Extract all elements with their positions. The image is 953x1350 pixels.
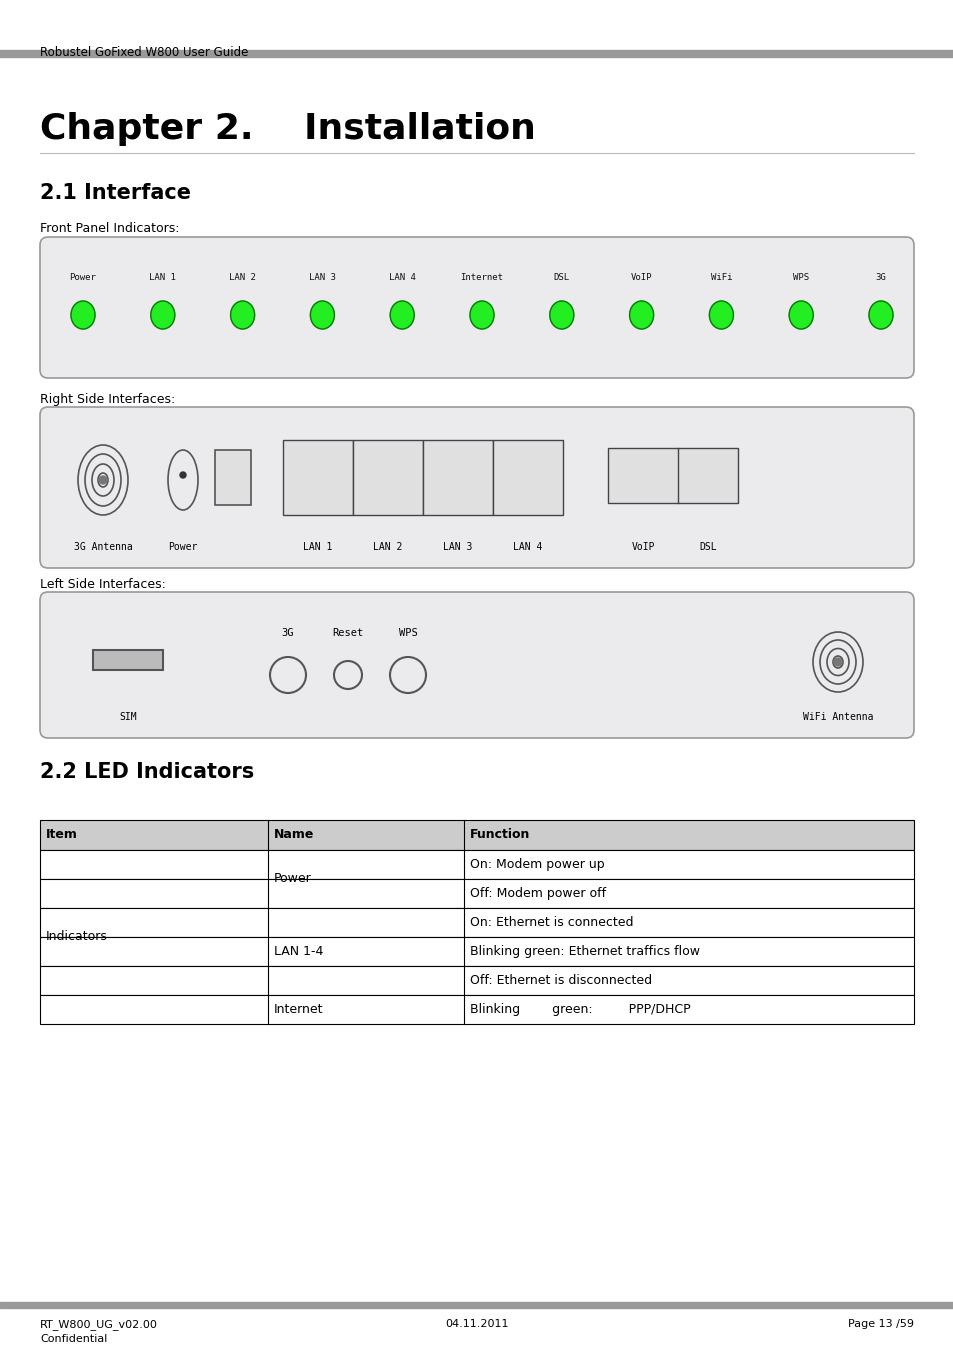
- Text: Item: Item: [46, 828, 78, 841]
- Text: Chapter 2.    Installation: Chapter 2. Installation: [40, 112, 536, 146]
- Text: Reset: Reset: [332, 628, 363, 639]
- Text: Internet: Internet: [460, 273, 503, 282]
- Text: 2.2 LED Indicators: 2.2 LED Indicators: [40, 761, 254, 782]
- Bar: [40, 909, 913, 937]
- Bar: [353, 440, 422, 514]
- Text: Right Side Interfaces:: Right Side Interfaces:: [40, 393, 175, 406]
- Text: Front Panel Indicators:: Front Panel Indicators:: [40, 221, 179, 235]
- Ellipse shape: [709, 301, 733, 329]
- Text: 04.11.2011: 04.11.2011: [445, 1319, 508, 1328]
- Text: Function: Function: [470, 828, 530, 841]
- Text: LAN 1: LAN 1: [303, 541, 333, 552]
- Text: 3G: 3G: [875, 273, 885, 282]
- Bar: [607, 448, 738, 504]
- Bar: [40, 819, 913, 850]
- Text: LAN 2: LAN 2: [373, 541, 402, 552]
- Circle shape: [99, 477, 107, 485]
- Text: LAN 1-4: LAN 1-4: [274, 945, 323, 958]
- Bar: [493, 440, 562, 514]
- Text: Off: Modem power off: Off: Modem power off: [470, 887, 605, 900]
- FancyBboxPatch shape: [40, 238, 913, 378]
- Text: Power: Power: [168, 541, 197, 552]
- Text: LAN 4: LAN 4: [389, 273, 416, 282]
- Text: VoIP: VoIP: [630, 273, 652, 282]
- Text: LAN 2: LAN 2: [229, 273, 255, 282]
- Ellipse shape: [629, 301, 653, 329]
- Ellipse shape: [868, 301, 892, 329]
- Bar: [40, 937, 913, 967]
- Circle shape: [833, 657, 841, 666]
- Text: DSL: DSL: [699, 541, 716, 552]
- Ellipse shape: [788, 301, 812, 329]
- Bar: [40, 995, 913, 1025]
- Text: On: Modem power up: On: Modem power up: [470, 859, 604, 871]
- Text: Internet: Internet: [274, 1003, 323, 1017]
- Text: Blinking        green:         PPP/DHCP: Blinking green: PPP/DHCP: [470, 1003, 690, 1017]
- Text: WPS: WPS: [792, 273, 808, 282]
- Text: LAN 1: LAN 1: [150, 273, 176, 282]
- Bar: [40, 850, 913, 879]
- Ellipse shape: [390, 301, 414, 329]
- Text: LAN 3: LAN 3: [443, 541, 472, 552]
- Bar: [422, 440, 493, 514]
- Text: WiFi Antenna: WiFi Antenna: [801, 711, 872, 722]
- Text: Robustel GoFixed W800 User Guide: Robustel GoFixed W800 User Guide: [40, 46, 248, 59]
- Bar: [92, 649, 163, 670]
- Text: Indicators: Indicators: [46, 930, 108, 944]
- Bar: [40, 879, 913, 909]
- Text: DSL: DSL: [553, 273, 569, 282]
- Text: LAN 3: LAN 3: [309, 273, 335, 282]
- Text: LAN 4: LAN 4: [513, 541, 542, 552]
- Text: WPS: WPS: [398, 628, 416, 639]
- Text: Left Side Interfaces:: Left Side Interfaces:: [40, 578, 166, 591]
- Ellipse shape: [71, 301, 95, 329]
- Bar: [0, 50, 953, 57]
- Text: VoIP: VoIP: [631, 541, 654, 552]
- Text: SIM: SIM: [119, 711, 136, 722]
- Bar: [0, 1301, 953, 1308]
- Text: Power: Power: [70, 273, 96, 282]
- Text: 2.1 Interface: 2.1 Interface: [40, 184, 191, 202]
- Text: 3G: 3G: [281, 628, 294, 639]
- Text: Off: Ethernet is disconnected: Off: Ethernet is disconnected: [470, 973, 652, 987]
- Ellipse shape: [470, 301, 494, 329]
- Ellipse shape: [231, 301, 254, 329]
- FancyBboxPatch shape: [40, 593, 913, 738]
- Text: WiFi: WiFi: [710, 273, 731, 282]
- Text: Name: Name: [274, 828, 314, 841]
- Text: RT_W800_UG_v02.00: RT_W800_UG_v02.00: [40, 1319, 157, 1330]
- Circle shape: [180, 472, 186, 478]
- Bar: [214, 450, 251, 505]
- Ellipse shape: [549, 301, 573, 329]
- Text: Confidential: Confidential: [40, 1334, 108, 1345]
- FancyBboxPatch shape: [40, 406, 913, 568]
- Text: Blinking green: Ethernet traffics flow: Blinking green: Ethernet traffics flow: [470, 945, 700, 958]
- Text: 3G Antenna: 3G Antenna: [73, 541, 132, 552]
- Ellipse shape: [310, 301, 335, 329]
- Text: On: Ethernet is connected: On: Ethernet is connected: [470, 917, 633, 929]
- Ellipse shape: [151, 301, 174, 329]
- Text: Power: Power: [274, 872, 312, 886]
- Bar: [283, 440, 353, 514]
- Bar: [40, 967, 913, 995]
- Text: Page 13 /59: Page 13 /59: [847, 1319, 913, 1328]
